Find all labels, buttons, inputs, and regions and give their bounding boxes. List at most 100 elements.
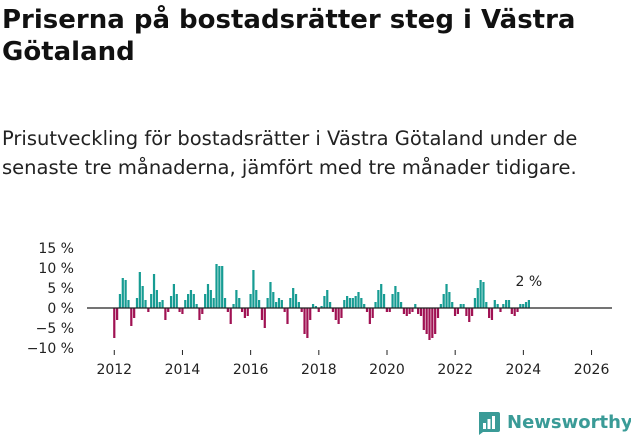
bar [343,300,346,308]
bar [331,308,335,312]
bar [451,302,454,308]
bar [164,308,167,320]
x-tick-label: 2018 [301,362,337,378]
bar [399,302,403,308]
bar-chart: 15 % 10 % 5 % 0 % −5 % −10 % 2012 2014 2016 2018… [27,241,612,378]
bar [422,308,425,330]
bar [195,304,198,308]
bar [442,294,445,308]
bar [377,290,380,308]
bar [135,298,139,308]
bar [275,302,278,308]
bar [417,308,420,314]
x-tick-label: 2022 [437,362,473,378]
bar [292,288,295,308]
last-value-label: 2 % [516,274,543,290]
bar [414,304,417,308]
bar [232,304,235,308]
bar [513,308,516,316]
bar [436,308,440,318]
bar [221,266,224,308]
y-tick-label: 0 % [47,301,74,317]
bar [323,296,326,308]
bar [411,308,414,312]
bar [172,284,176,308]
bar [374,302,377,308]
bar [263,308,266,328]
bar [431,308,434,338]
x-tick-label: 2026 [574,362,610,378]
bar [510,308,513,314]
bar [365,308,369,312]
x-axis: 2012 2014 2016 2018 2020 2022 2024 2026 [96,350,609,378]
bar [306,308,309,338]
bar [456,308,459,314]
bar [388,308,391,312]
bar [405,308,408,316]
bar [257,300,261,308]
bar [337,308,340,324]
bar [408,308,411,314]
bar [473,298,477,308]
bar [206,284,210,308]
bar [161,300,164,308]
bar [167,308,170,312]
bar [320,306,323,308]
bar [360,298,363,308]
bar [371,308,374,318]
bar [212,298,215,308]
bar [527,300,530,308]
bar [363,304,366,308]
bar [272,292,275,308]
bar [402,308,406,314]
bar [169,296,173,308]
bar [147,308,150,312]
bar [266,298,269,308]
bar [235,290,238,308]
bar [175,294,178,308]
bar [328,302,332,308]
bar [309,308,312,320]
bar [459,304,462,308]
bar [462,304,465,308]
bar [138,272,141,308]
bar [294,294,298,308]
bar [468,308,471,322]
bar [260,308,264,320]
bar [519,304,522,308]
chart-subtitle: Prisutveckling för bostadsrätter i Västr… [2,127,578,179]
bar [297,302,300,308]
bar [453,308,457,316]
bar [229,308,232,324]
bar [150,294,153,308]
bar [158,302,161,308]
bar [485,302,488,308]
bar [252,270,255,308]
bar [201,308,204,314]
bar [130,308,133,326]
bar [439,304,442,308]
bar [380,284,383,308]
brand-name: Newsworthy [507,411,631,433]
bar [479,280,482,308]
bar [488,308,491,318]
x-tick-label: 2014 [165,362,201,378]
bar [152,274,156,308]
bar [493,300,496,308]
bar [127,300,130,308]
bar [192,294,195,308]
bar [181,308,184,314]
bar [382,294,386,308]
bar [490,308,494,320]
bar [223,298,227,308]
bar [445,284,448,308]
bar [394,286,397,308]
bar [118,294,122,308]
bar [215,264,218,308]
chart-title: Priserna på bostadsrätter steg i Västra … [2,5,576,67]
bar [113,308,116,338]
bar [368,308,371,324]
bar [434,308,437,334]
brand-logo[interactable]: Newsworthy [476,408,631,436]
bar [476,288,479,308]
